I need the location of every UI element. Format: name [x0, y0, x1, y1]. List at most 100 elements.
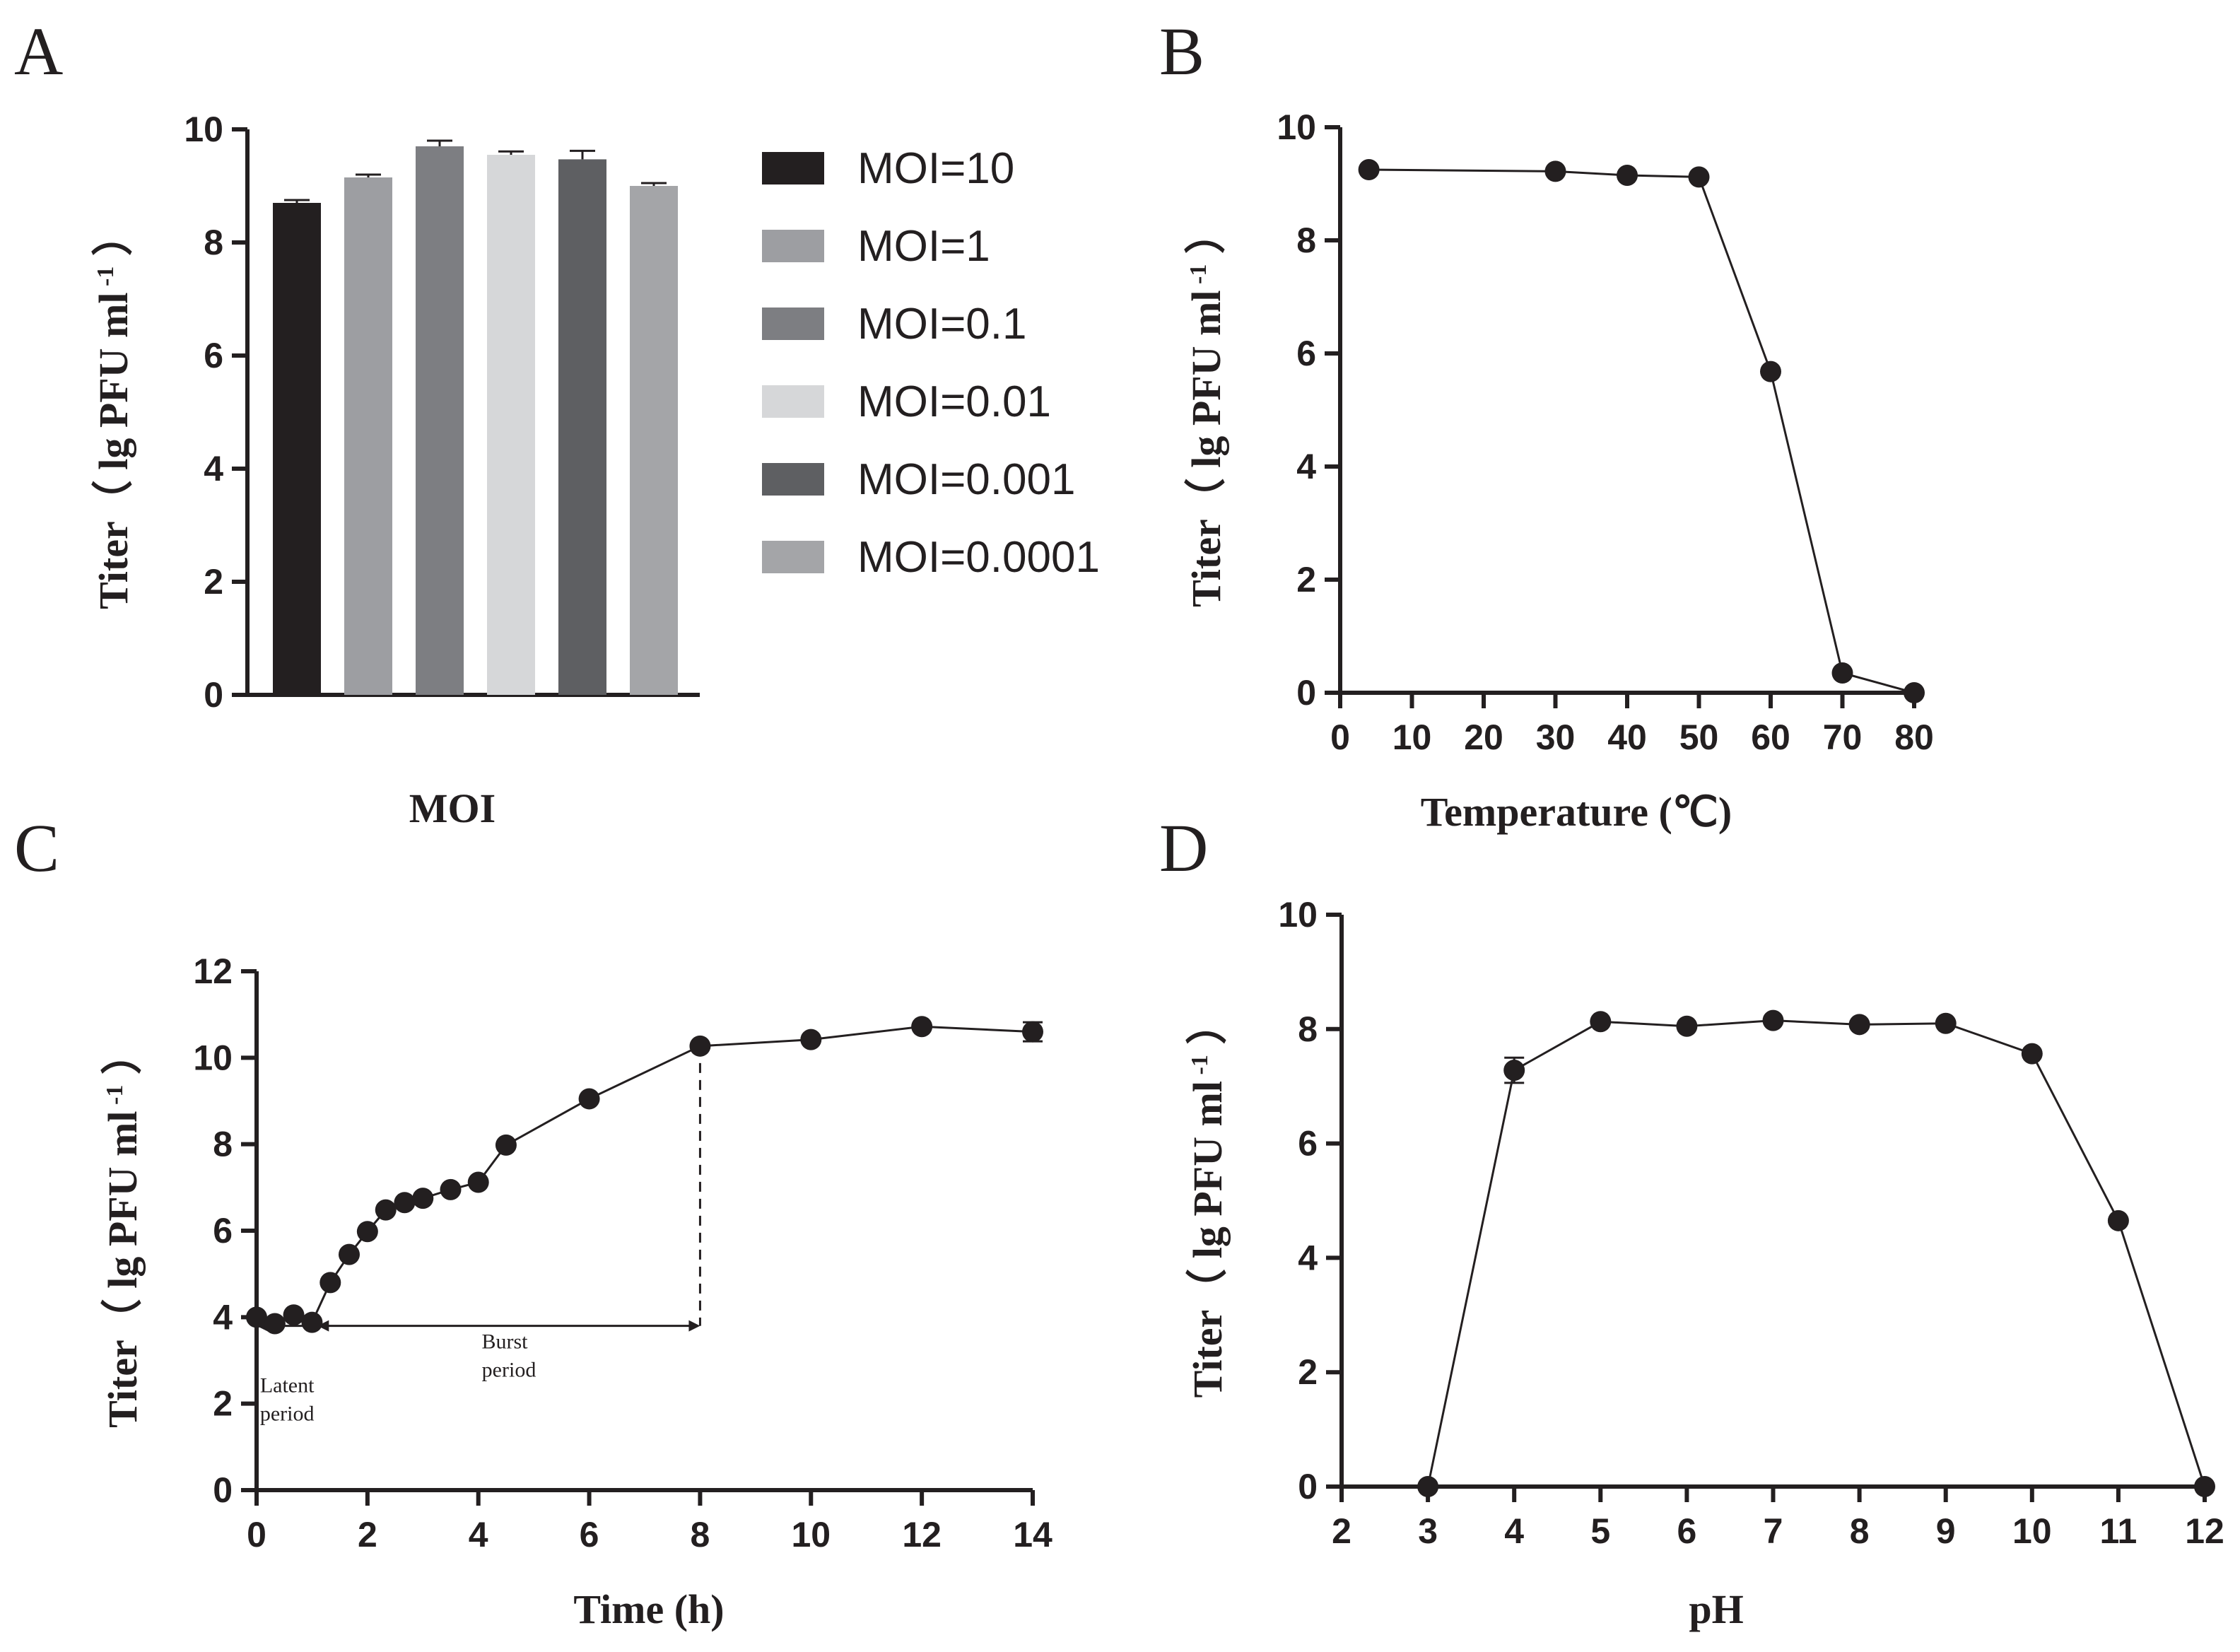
- legend-label: MOI=1: [857, 222, 990, 271]
- x-tick-label: 70: [1823, 717, 1863, 757]
- data-point: [578, 1088, 600, 1110]
- y-tick-label: 6: [1298, 1124, 1318, 1164]
- bar: [487, 155, 535, 695]
- y-tick-label: 8: [1298, 1009, 1318, 1049]
- data-point: [1022, 1021, 1043, 1043]
- y-tick-label: 10: [1277, 107, 1316, 147]
- panel-letter: C: [14, 810, 59, 886]
- y-tick-label: 12: [193, 951, 233, 991]
- data-point: [911, 1016, 933, 1038]
- y-axis-title: Titer（ lg PFU ml -1 ）: [1183, 213, 1229, 607]
- x-axis-title: MOI: [409, 785, 496, 831]
- y-tick-label: 6: [204, 336, 223, 375]
- data-point: [375, 1199, 397, 1221]
- x-tick-label: 10: [1392, 717, 1432, 757]
- data-point: [2021, 1043, 2043, 1065]
- data-point: [356, 1221, 378, 1243]
- y-tick-label: 0: [1298, 1467, 1318, 1506]
- burst-arrowhead-left: [317, 1320, 329, 1332]
- y-tick-label: 8: [1296, 221, 1316, 260]
- data-point: [1760, 361, 1781, 382]
- data-point: [283, 1304, 305, 1326]
- series-line: [1426, 1019, 2206, 1487]
- legend-label: MOI=0.001: [857, 455, 1075, 504]
- bar: [273, 203, 321, 695]
- y-tick-label: 4: [1296, 447, 1316, 486]
- data-point: [319, 1272, 341, 1294]
- x-tick-label: 40: [1607, 717, 1647, 757]
- x-tick-label: 12: [2185, 1511, 2224, 1551]
- x-axis-title: pH: [1689, 1586, 1743, 1632]
- data-point: [1935, 1012, 1957, 1034]
- bar: [416, 146, 464, 695]
- series-line: [256, 1025, 1033, 1325]
- x-tick-label: 20: [1464, 717, 1503, 757]
- y-axis-title: Titer（ lg PFU ml -1 ）: [1185, 1004, 1231, 1398]
- data-point: [1590, 1011, 1612, 1033]
- burst-arrowhead-right: [688, 1320, 700, 1332]
- data-point: [1762, 1009, 1784, 1031]
- data-point: [1688, 166, 1710, 188]
- legend-label: MOI=0.01: [857, 377, 1051, 426]
- data-point: [246, 1306, 267, 1328]
- latent-label: period: [260, 1402, 315, 1426]
- x-tick-label: 50: [1679, 717, 1719, 757]
- x-tick-label: 8: [691, 1515, 710, 1554]
- data-point: [1617, 165, 1638, 186]
- x-tick-label: 2: [1332, 1511, 1351, 1551]
- data-point: [394, 1192, 416, 1214]
- x-tick-label: 0: [1330, 717, 1350, 757]
- x-tick-label: 6: [1677, 1511, 1696, 1551]
- bar: [344, 177, 392, 695]
- x-tick-label: 3: [1418, 1511, 1438, 1551]
- burst-label: period: [482, 1359, 536, 1382]
- data-point: [1358, 159, 1380, 180]
- x-tick-label: 9: [1936, 1511, 1956, 1551]
- y-tick-label: 0: [204, 675, 223, 715]
- legend-label: MOI=0.1: [857, 300, 1027, 348]
- panel-letter: D: [1159, 810, 1208, 886]
- data-point: [1417, 1476, 1439, 1497]
- x-tick-label: 0: [247, 1515, 266, 1554]
- data-point: [264, 1313, 286, 1335]
- y-tick-label: 10: [1278, 895, 1318, 935]
- data-point: [1503, 1060, 1525, 1082]
- x-axis-title: Temperature (℃): [1421, 789, 1732, 835]
- panel-a: A 0 2 4 6 8 10 Titer（ lg PFU ml -1 ） MOI MOI=10 MO…: [14, 13, 1100, 831]
- legend-swatch: [762, 230, 824, 262]
- data-point: [467, 1171, 489, 1193]
- data-point: [800, 1029, 822, 1050]
- x-tick-label: 2: [358, 1515, 377, 1554]
- x-tick-label: 14: [1013, 1515, 1052, 1554]
- data-point: [1831, 662, 1853, 684]
- bar: [558, 159, 606, 695]
- legend-swatch: [762, 307, 824, 340]
- data-point: [689, 1035, 711, 1057]
- latent-label: Latent: [260, 1374, 315, 1398]
- x-tick-label: 8: [1850, 1511, 1870, 1551]
- x-axis-title: Time (h): [573, 1586, 724, 1632]
- y-tick-label: 4: [1298, 1238, 1318, 1277]
- x-tick-label: 80: [1894, 717, 1934, 757]
- legend-swatch: [762, 152, 824, 184]
- y-tick-label: 8: [213, 1125, 233, 1164]
- x-tick-label: 12: [902, 1515, 942, 1554]
- y-tick-label: 0: [1296, 673, 1316, 713]
- y-tick-label: 4: [213, 1297, 233, 1337]
- x-tick-label: 7: [1764, 1511, 1783, 1551]
- panel-b: B 0 2 4 6 8 10 Titer（ lg PFU ml -1 ） 0 10 20 30 40 50…: [1159, 13, 1934, 835]
- x-tick-label: 4: [1504, 1511, 1524, 1551]
- y-tick-label: 6: [1296, 334, 1316, 373]
- panel-c: C 0 2 4 6 8 10 12 Titer（ lg PFU ml -1 ） 0 2 4 6 8 10 12…: [14, 810, 1052, 1632]
- legend-label: MOI=10: [857, 144, 1014, 193]
- x-tick-label: 4: [469, 1515, 488, 1554]
- y-tick-label: 2: [1296, 560, 1316, 599]
- panel-letter: A: [14, 13, 63, 89]
- y-tick-label: 2: [204, 562, 223, 602]
- y-tick-label: 8: [204, 223, 223, 262]
- series-line: [1368, 168, 1915, 694]
- y-axis-title: Titer（ lg PFU ml -1 ）: [90, 215, 136, 609]
- x-tick-label: 11: [2099, 1511, 2137, 1551]
